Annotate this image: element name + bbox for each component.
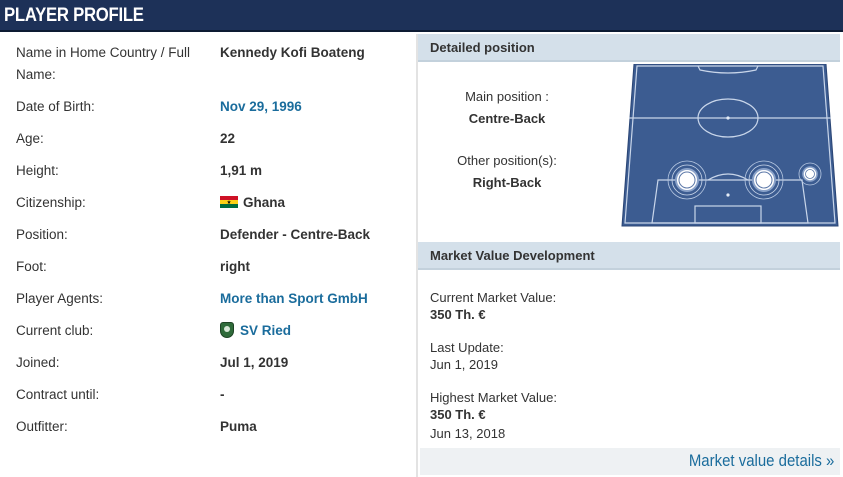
contract-until-label: Contract until: [16,387,100,402]
position-marker-right-back [798,162,822,186]
other-position-value: Right-Back [472,175,542,190]
foot-label: Foot: [16,259,47,274]
age-value: 22 [220,131,236,146]
market-value-heading: Market Value Development [418,242,840,270]
pitch-field [621,64,839,227]
date-of-birth-link[interactable]: Nov 29, 1996 [220,99,302,114]
full-name-value: Kennedy Kofi Boateng [220,45,365,60]
position-marker-centre-back-right [744,160,784,200]
citizenship-label: Citizenship: [16,195,86,210]
club-crest-icon[interactable] [220,322,234,338]
penalty-spot [726,193,730,197]
ghana-flag-icon [220,196,238,208]
citizenship-country: Ghana [243,195,286,210]
full-name-label: Name in Home Country / Full Name: [16,45,191,82]
other-position-label: Other position(s): [457,153,557,168]
last-update-label: Last Update: [430,340,504,355]
joined-label: Joined: [16,355,60,370]
foot-value: right [220,259,250,274]
detailed-position-heading: Detailed position [418,34,840,62]
column-divider [416,34,418,477]
current-club-label: Current club: [16,323,94,338]
height-value: 1,91 m [220,163,263,178]
current-market-value-label: Current Market Value: [430,290,557,305]
current-market-value: 350 Th. € [430,307,486,322]
contract-until-value: - [220,387,225,402]
current-club-name[interactable]: SV Ried [240,323,292,338]
date-of-birth-label: Date of Birth: [16,99,95,114]
highest-market-value-date: Jun 13, 2018 [430,426,506,441]
player-agents-link[interactable]: More than Sport GmbH [220,291,368,306]
position-value: Defender - Centre-Back [220,227,371,242]
citizenship-value: Ghana [220,192,285,214]
last-update-date: Jun 1, 2019 [430,357,498,372]
height-label: Height: [16,163,59,178]
market-value-details-bar: Market value details » [420,448,840,475]
position-marker-centre-back-left [667,160,707,200]
main-position-value: Centre-Back [468,111,546,126]
outfitter-label: Outfitter: [16,419,68,434]
market-value-details-link[interactable]: Market value details » [688,451,834,470]
page-title: PLAYER PROFILE [4,5,144,26]
highest-market-value-label: Highest Market Value: [430,390,557,405]
main-position-label: Main position : [465,89,549,104]
outfitter-value: Puma [220,419,257,434]
highest-market-value: 350 Th. € [430,407,486,422]
position-label: Position: [16,227,68,242]
pitch-diagram [621,64,839,227]
player-agents-label: Player Agents: [16,291,104,306]
current-club-link[interactable]: SV Ried [220,320,291,342]
centre-spot [726,116,730,120]
age-label: Age: [16,131,44,146]
profile-header: PLAYER PROFILE [0,0,843,32]
joined-value: Jul 1, 2019 [220,355,289,370]
